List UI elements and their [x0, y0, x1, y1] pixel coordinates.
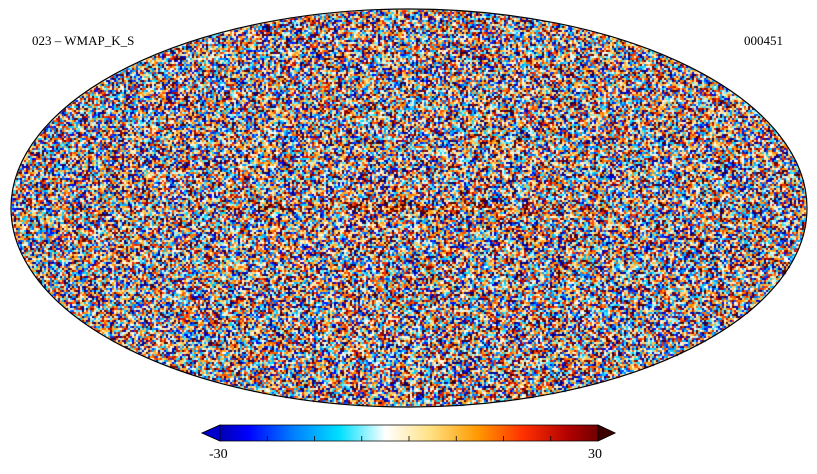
map-title: 023 – WMAP_K_S [32, 33, 135, 48]
colorbar-overflow-arrow [597, 424, 616, 442]
map-id-label: 000451 [744, 33, 783, 48]
colorbar-min-label: -30 [209, 447, 228, 462]
colorbar-ticks [266, 436, 552, 441]
colorbar-max-label: 30 [588, 447, 602, 462]
colorbar-underflow-arrow [201, 424, 221, 442]
colorbar [201, 424, 616, 442]
mollweide-outline [10, 8, 808, 408]
colorbar-gradient [201, 424, 616, 442]
